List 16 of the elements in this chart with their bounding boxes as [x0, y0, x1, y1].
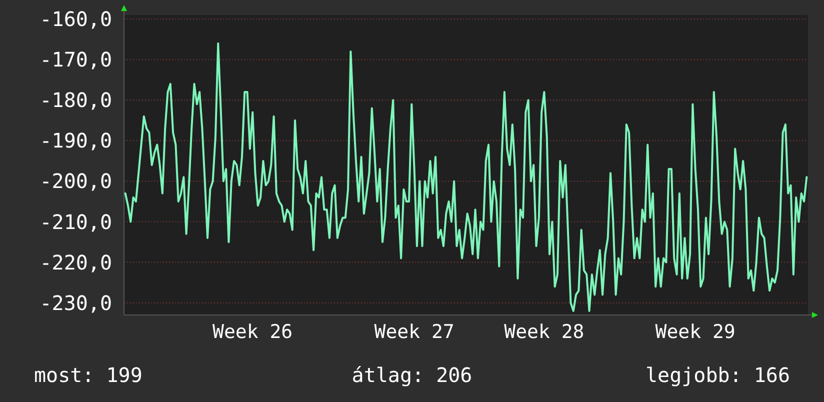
x-tick-label: Week 26 — [212, 321, 293, 343]
line-series — [124, 42, 808, 312]
text: most: 199 — [34, 363, 142, 387]
y-tick-label: -200,0 — [40, 169, 112, 194]
y-tick-label: -230,0 — [40, 290, 112, 315]
y-tick-label: -180,0 — [40, 88, 112, 112]
y-tick-label: -160,0 — [40, 7, 112, 32]
y-tick-label: -210,0 — [40, 210, 112, 234]
y-tick-label: -170,0 — [40, 48, 112, 72]
text: átlag: 206 — [352, 363, 472, 387]
y-tick-label: -190,0 — [40, 128, 112, 153]
x-tick-label: Week 28 — [504, 321, 584, 343]
x-tick-label: Week 29 — [655, 321, 736, 343]
x-tick-label: Week 27 — [374, 321, 454, 343]
text: legjobb: 166 — [646, 363, 790, 387]
y-tick-label: -220,0 — [40, 250, 112, 274]
